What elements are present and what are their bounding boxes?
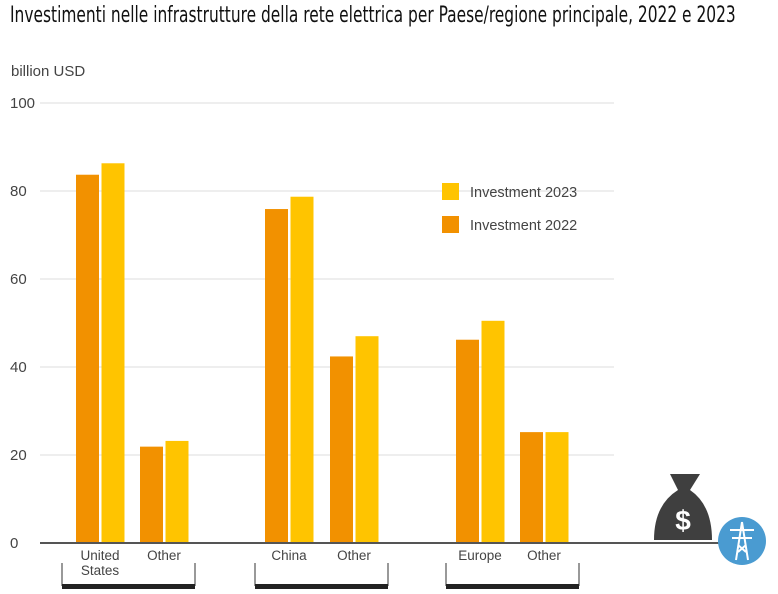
y-tick-label: 20 bbox=[10, 447, 27, 464]
y-axis-label: billion USD bbox=[11, 63, 86, 80]
bar-2022 bbox=[520, 432, 543, 543]
bar-2023 bbox=[101, 163, 125, 543]
legend-label: Investment 2023 bbox=[470, 185, 577, 201]
x-category-label: Other bbox=[147, 548, 181, 563]
x-category-label: China bbox=[271, 548, 307, 563]
group-bracket-bar bbox=[255, 584, 388, 589]
power-pylon-icon bbox=[718, 517, 766, 565]
bar-2022 bbox=[265, 209, 288, 544]
bar-2022 bbox=[140, 446, 163, 543]
y-tick-label: 60 bbox=[10, 271, 27, 288]
y-tick-label: 100 bbox=[10, 95, 35, 112]
group-bracket-bar bbox=[446, 584, 579, 589]
bar-2023 bbox=[481, 320, 505, 543]
bar-2023 bbox=[290, 196, 314, 543]
legend-swatch bbox=[442, 183, 459, 200]
bar-2023 bbox=[355, 336, 379, 543]
svg-text:$: $ bbox=[675, 505, 691, 536]
money-bag-icon: $ bbox=[654, 474, 712, 540]
bar-2023 bbox=[165, 440, 189, 543]
group-bracket-bar bbox=[62, 584, 195, 589]
y-tick-label: 0 bbox=[10, 535, 18, 552]
bar-2022 bbox=[76, 174, 99, 543]
bar-2023 bbox=[545, 432, 569, 543]
chart-title: Investimenti nelle infrastrutture della … bbox=[10, 3, 736, 28]
legend-swatch bbox=[442, 216, 459, 233]
x-category-label: Other bbox=[527, 548, 561, 563]
x-category-label: Other bbox=[337, 548, 371, 563]
legend-label: Investment 2022 bbox=[470, 218, 577, 234]
x-category-label: United bbox=[80, 548, 119, 563]
y-tick-label: 80 bbox=[10, 183, 27, 200]
bar-2022 bbox=[456, 339, 479, 543]
bar-2022 bbox=[330, 356, 353, 543]
y-tick-label: 40 bbox=[10, 359, 27, 376]
x-category-label: States bbox=[81, 563, 120, 578]
x-category-label: Europe bbox=[458, 548, 502, 563]
